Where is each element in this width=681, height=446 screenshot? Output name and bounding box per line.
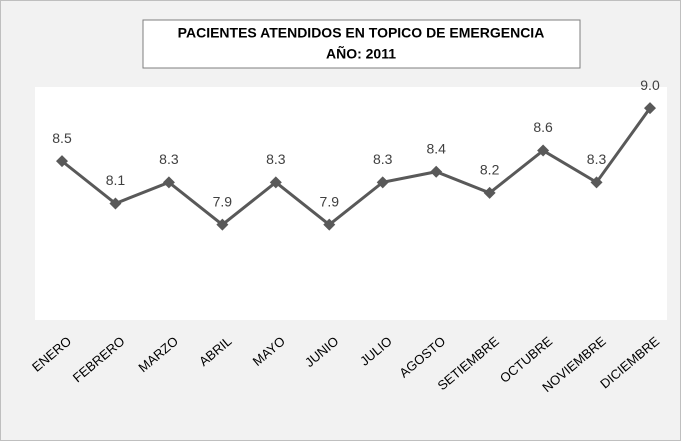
data-label: 8.3 [587,151,607,167]
data-point [162,176,175,189]
data-label: 9.0 [640,77,660,93]
data-line [61,107,652,227]
data-label: 8.5 [52,130,72,146]
data-label: 8.3 [159,151,179,167]
plot-area [35,87,667,320]
data-label: 8.2 [480,162,500,178]
data-point [537,144,550,157]
data-label: 8.4 [426,140,446,156]
data-label: 7.9 [213,193,233,209]
chart-title: PACIENTES ATENDIDOS EN TOPICO DE EMERGEN… [178,25,545,41]
data-point [644,102,656,115]
data-label: 8.1 [106,172,126,188]
data-point [56,155,68,168]
chart-subtitle: AÑO: 2011 [326,45,396,62]
title-box [142,19,581,69]
data-point [216,218,229,231]
data-point [483,186,496,199]
data-label: 7.9 [320,193,340,209]
data-point [269,176,282,189]
data-label: 8.3 [373,151,393,167]
data-point [590,176,603,189]
data-label: 8.6 [533,119,553,135]
data-point [323,218,336,231]
data-point [109,197,122,210]
data-point [376,176,389,189]
data-label: 8.3 [266,151,286,167]
data-point [430,165,443,178]
